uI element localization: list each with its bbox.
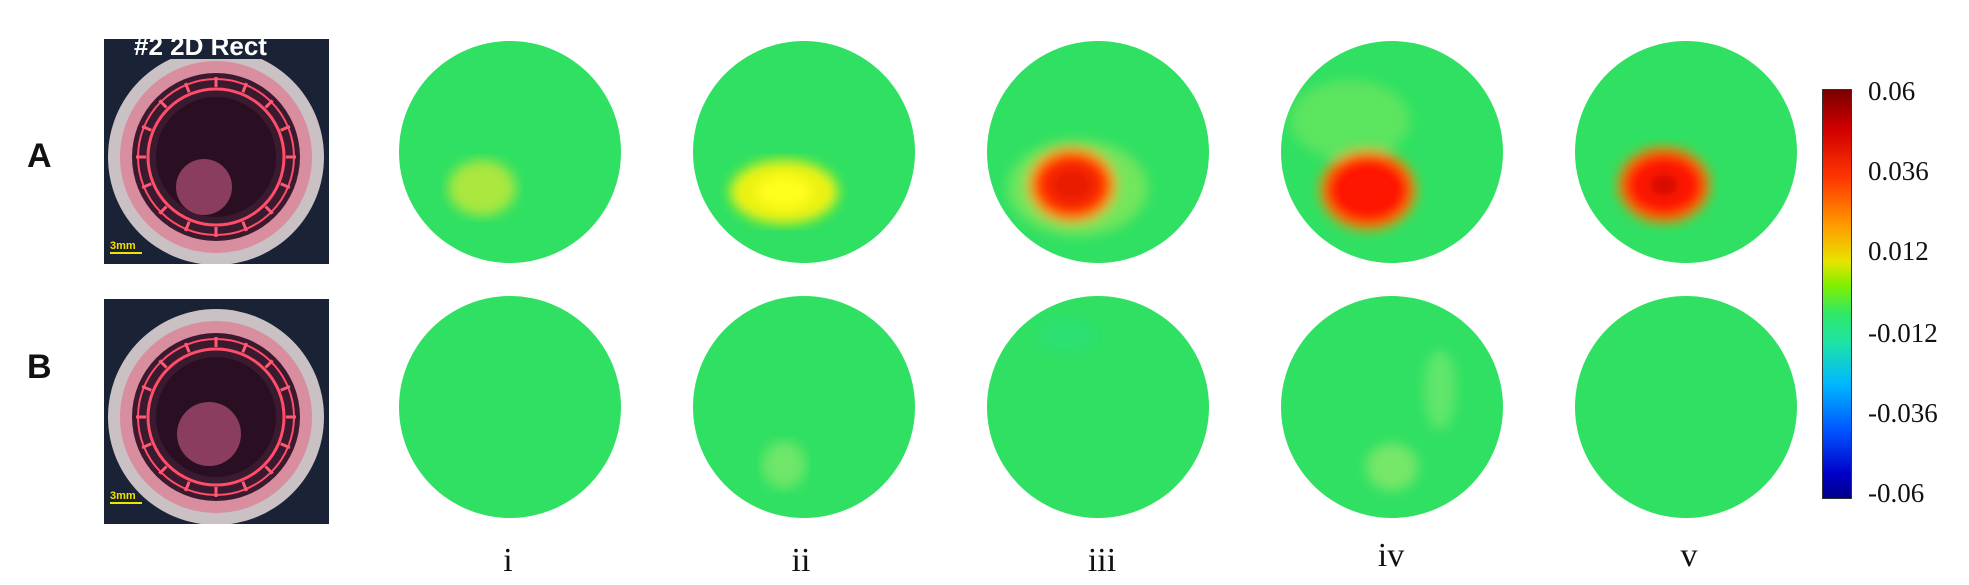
colorbar <box>1822 89 1852 499</box>
reconstruction-map-b-v <box>1574 295 1798 519</box>
reconstruction-map-b-iii <box>986 295 1210 519</box>
row-label-a: A <box>27 137 52 175</box>
column-label-iii: iii <box>1087 542 1117 579</box>
reconstruction-map-b-iv <box>1280 295 1504 519</box>
column-label-iv: iv <box>1377 537 1405 574</box>
reconstruction-map-a-v <box>1574 40 1798 264</box>
reconstruction-map-b-ii <box>692 295 916 519</box>
colorbar-tick: -0.012 <box>1868 318 1938 348</box>
column-label-ii: ii <box>791 542 811 579</box>
reconstruction-map-a-i <box>398 40 622 264</box>
row-label-b: B <box>27 348 52 386</box>
reconstruction-map-a-iv <box>1280 40 1504 264</box>
colorbar-tick: -0.036 <box>1868 398 1938 428</box>
column-label-i: i <box>503 542 513 579</box>
reconstruction-map-a-ii <box>692 40 916 264</box>
colorbar-tick: 0.036 <box>1868 156 1929 186</box>
tank-photo-a: #2 2D Rect 3mm <box>104 39 329 264</box>
tank-photo-b: 3mm <box>104 299 329 524</box>
colorbar-tick: 0.012 <box>1868 236 1929 266</box>
column-label-v: v <box>1680 537 1698 574</box>
reconstruction-map-b-i <box>398 295 622 519</box>
scale-bar-label: 3mm <box>110 490 136 502</box>
colorbar-tick: -0.06 <box>1868 478 1925 508</box>
colorbar-tick: 0.06 <box>1868 76 1916 106</box>
photo-caption: #2 2D Rect <box>134 39 267 61</box>
reconstruction-map-a-iii <box>986 40 1210 264</box>
scale-bar-label: 3mm <box>110 240 136 252</box>
